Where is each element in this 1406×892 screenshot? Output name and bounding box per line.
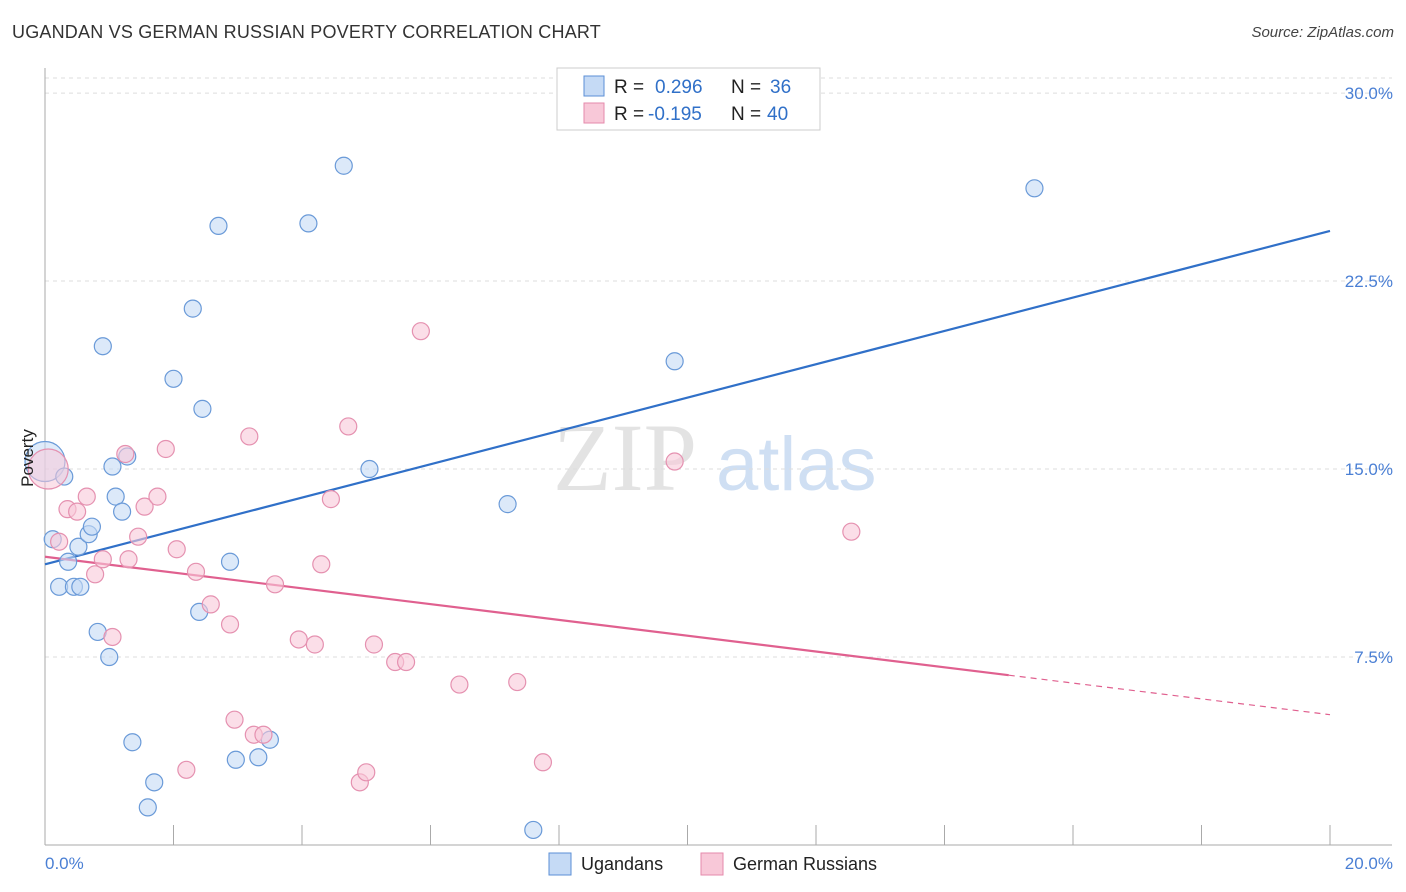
data-points (24, 156, 1044, 840)
point-ugandans (93, 337, 112, 356)
x-tick-label: 0.0% (45, 854, 84, 873)
point-german-russians (156, 439, 175, 459)
bottom-legend-label-german-russians: German Russians (733, 854, 877, 874)
trendline-extension-german-russians (1008, 674, 1331, 716)
point-german-russians (129, 527, 148, 546)
trendline-german-russians (44, 555, 1009, 677)
point-german-russians (312, 555, 331, 574)
source-label: Source: ZipAtlas.com (1251, 24, 1394, 41)
point-german-russians (450, 675, 469, 694)
point-german-russians (50, 532, 69, 551)
point-german-russians (103, 627, 122, 647)
legend-swatch-ugandans (583, 75, 605, 97)
y-tick-label: 30.0% (1345, 84, 1393, 103)
point-german-russians (665, 452, 684, 471)
point-ugandans (1025, 179, 1044, 198)
point-ugandans (106, 487, 125, 506)
point-ugandans (145, 773, 164, 792)
y-tick-label: 22.5% (1345, 272, 1393, 291)
legend-r-value-german-russians: -0.195 (648, 104, 702, 125)
bottom-legend-swatch-german-russians (700, 852, 724, 876)
point-ugandans (138, 798, 157, 817)
point-german-russians (220, 615, 240, 634)
gridlines (45, 77, 1392, 658)
chart-title: UGANDAN VS GERMAN RUSSIAN POVERTY CORREL… (12, 22, 601, 42)
point-ugandans (103, 457, 122, 476)
legend-r-label-ugandans: R = (614, 77, 644, 98)
point-german-russians (116, 444, 135, 464)
legend-r-label-german-russians: R = (614, 104, 644, 125)
point-german-russians (508, 672, 527, 692)
point-german-russians (289, 630, 308, 649)
axes: 7.5% 15.0% 22.5% 30.0% 0.0% 20.0% (44, 68, 1393, 873)
legend: R = 0.296 N = 36 R = -0.195 N = 40 (556, 67, 821, 131)
y-tick-label: 15.0% (1345, 460, 1393, 479)
point-german-russians (225, 710, 244, 729)
point-german-russians (27, 448, 69, 490)
point-german-russians (265, 575, 285, 594)
point-german-russians (201, 595, 220, 614)
point-german-russians (167, 540, 186, 559)
point-ugandans (123, 733, 142, 752)
point-ugandans (164, 369, 183, 388)
legend-n-value-german-russians: 40 (767, 104, 788, 125)
bottom-legend-label-ugandans: Ugandans (581, 854, 663, 874)
point-german-russians (321, 490, 341, 509)
point-ugandans (665, 352, 684, 371)
point-german-russians (148, 487, 167, 506)
point-german-russians (186, 562, 206, 581)
legend-n-label-german-russians: N = (731, 104, 761, 125)
legend-n-value-ugandans: 36 (770, 77, 791, 98)
x-tick-label: 20.0% (1345, 854, 1393, 873)
watermark-atlas: atlas (716, 422, 877, 507)
point-ugandans (498, 495, 517, 514)
point-german-russians (68, 502, 87, 521)
point-german-russians (119, 550, 138, 569)
point-german-russians (240, 427, 259, 446)
legend-r-value-ugandans: 0.296 (655, 77, 703, 98)
point-german-russians (842, 522, 861, 541)
trendline-ugandans (44, 229, 1331, 566)
point-german-russians (533, 753, 553, 772)
point-ugandans (226, 750, 245, 769)
point-ugandans (524, 820, 543, 840)
point-german-russians (135, 497, 154, 516)
legend-swatch-german-russians (583, 102, 605, 124)
point-german-russians (305, 635, 324, 654)
point-german-russians (396, 652, 416, 672)
point-ugandans (299, 214, 318, 233)
point-german-russians (339, 417, 358, 436)
point-ugandans (193, 399, 212, 418)
trendlines (44, 229, 1331, 716)
point-ugandans (249, 748, 268, 767)
point-german-russians (177, 760, 196, 779)
point-ugandans (360, 459, 379, 479)
point-german-russians (364, 635, 384, 654)
point-ugandans (112, 502, 132, 521)
point-ugandans (59, 552, 78, 571)
y-axis-label: Poverty (18, 429, 37, 487)
point-german-russians (93, 550, 112, 569)
point-german-russians (86, 565, 105, 584)
point-ugandans (209, 216, 228, 236)
point-ugandans (334, 156, 353, 175)
point-german-russians (357, 763, 376, 782)
legend-n-label-ugandans: N = (731, 77, 761, 98)
point-ugandans (71, 577, 90, 596)
bottom-legend-swatch-ugandans (548, 852, 572, 876)
point-german-russians (77, 487, 96, 506)
point-ugandans (220, 552, 240, 571)
point-ugandans (69, 537, 88, 556)
point-german-russians (254, 725, 273, 744)
bottom-legend: Ugandans German Russians (548, 852, 877, 876)
point-ugandans (82, 517, 102, 536)
point-ugandans (100, 647, 119, 667)
point-ugandans (183, 299, 202, 318)
y-tick-label: 7.5% (1354, 648, 1393, 667)
point-german-russians (411, 322, 430, 341)
